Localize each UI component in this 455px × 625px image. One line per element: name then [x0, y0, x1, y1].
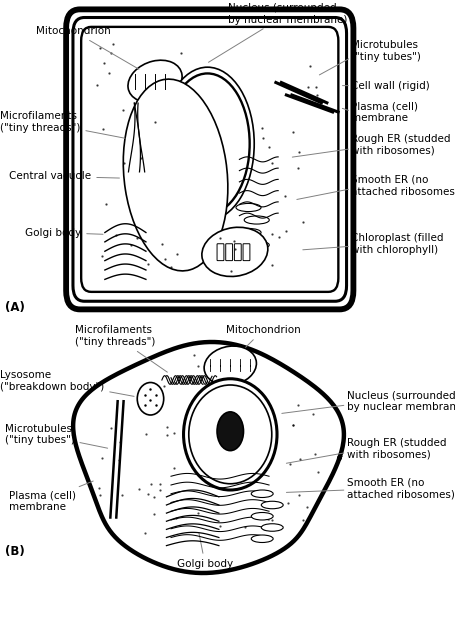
Ellipse shape: [183, 379, 277, 490]
FancyBboxPatch shape: [66, 9, 353, 309]
Text: Central vacuole: Central vacuole: [9, 171, 119, 181]
Text: Golgi body: Golgi body: [25, 228, 103, 238]
FancyBboxPatch shape: [234, 244, 241, 261]
Ellipse shape: [236, 204, 261, 211]
Text: Microfilaments
("tiny threads"): Microfilaments ("tiny threads"): [75, 326, 167, 372]
Ellipse shape: [188, 385, 271, 484]
Ellipse shape: [204, 346, 256, 385]
Ellipse shape: [236, 228, 261, 236]
Text: Microfilaments
("tiny threads"): Microfilaments ("tiny threads"): [0, 111, 125, 138]
Text: Nucleus (surrounded
by nuclear membrane): Nucleus (surrounded by nuclear membrane): [208, 3, 347, 62]
Text: Lysosome
("breakdown body"): Lysosome ("breakdown body"): [0, 371, 134, 396]
Ellipse shape: [128, 60, 182, 102]
Text: (B): (B): [5, 545, 24, 558]
Text: Smooth ER (no
attached ribosomes): Smooth ER (no attached ribosomes): [350, 175, 455, 196]
FancyBboxPatch shape: [217, 244, 223, 261]
Ellipse shape: [202, 228, 267, 276]
Ellipse shape: [197, 124, 217, 157]
Ellipse shape: [165, 73, 249, 214]
Text: Cell wall (rigid): Cell wall (rigid): [350, 81, 429, 91]
Text: Microtubules
("tiny tubes"): Microtubules ("tiny tubes"): [5, 424, 107, 448]
Ellipse shape: [123, 79, 228, 271]
Text: Microtubules
("tiny tubes"): Microtubules ("tiny tubes"): [350, 41, 420, 62]
Ellipse shape: [161, 67, 254, 220]
Ellipse shape: [251, 535, 273, 542]
Text: Mitochondrion: Mitochondrion: [225, 325, 300, 359]
Text: Rough ER (studded
with ribosomes): Rough ER (studded with ribosomes): [350, 134, 450, 156]
Polygon shape: [73, 342, 343, 573]
Ellipse shape: [244, 241, 269, 249]
Text: Smooth ER (no
attached ribosomes): Smooth ER (no attached ribosomes): [346, 478, 454, 499]
Ellipse shape: [251, 490, 273, 498]
Text: Plasma (cell)
membrane: Plasma (cell) membrane: [9, 481, 93, 512]
Ellipse shape: [244, 216, 269, 224]
Text: Nucleus (surrounded
by nuclear membrane): Nucleus (surrounded by nuclear membrane): [346, 391, 455, 412]
Ellipse shape: [137, 382, 163, 415]
Ellipse shape: [261, 501, 283, 509]
Ellipse shape: [261, 524, 283, 531]
Text: Chloroplast (filled
with chlorophyll): Chloroplast (filled with chlorophyll): [350, 233, 443, 254]
Ellipse shape: [217, 412, 243, 451]
Text: Mitochondrion: Mitochondrion: [36, 26, 139, 69]
Ellipse shape: [251, 512, 273, 520]
FancyBboxPatch shape: [243, 244, 249, 261]
Text: Golgi body: Golgi body: [177, 532, 233, 569]
Text: Rough ER (studded
with ribosomes): Rough ER (studded with ribosomes): [346, 438, 445, 459]
FancyBboxPatch shape: [225, 244, 232, 261]
Ellipse shape: [236, 253, 261, 261]
Text: Plasma (cell)
membrane: Plasma (cell) membrane: [350, 102, 417, 123]
Text: (A): (A): [5, 301, 25, 314]
